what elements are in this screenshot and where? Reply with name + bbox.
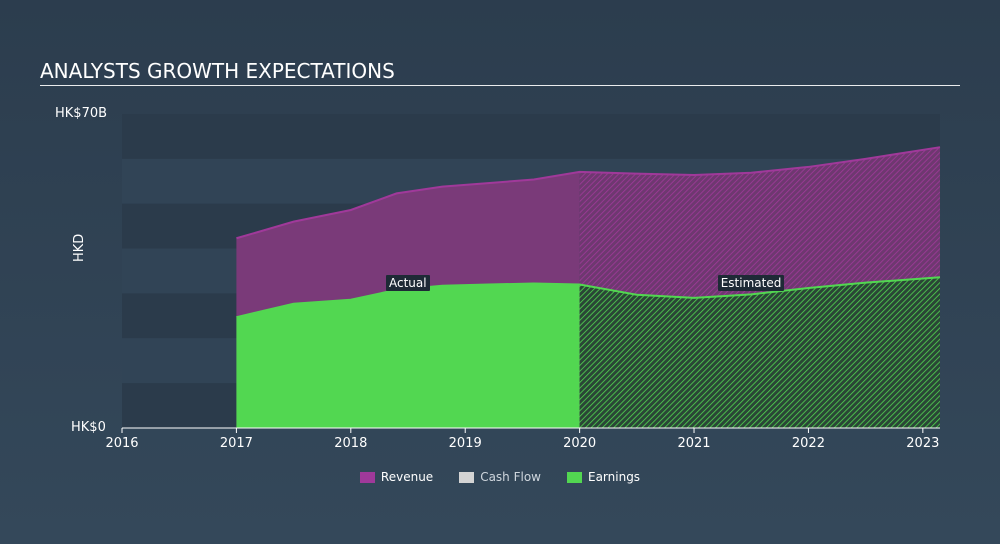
legend-label-earnings: Earnings [587, 470, 641, 484]
x-tick-label: 2017 [220, 436, 253, 451]
x-tick-label: 2019 [449, 436, 482, 451]
x-tick-label: 2022 [792, 436, 825, 451]
x-tick-label: 2021 [677, 436, 710, 451]
legend-item-earnings[interactable]: Earnings [566, 470, 641, 484]
revenue-line [236, 146, 941, 240]
grid-band [122, 114, 940, 159]
earnings-area-actual [236, 283, 580, 428]
estimated-period-label: Estimated [717, 275, 785, 292]
chart-legend: Revenue Cash Flow Earnings [0, 470, 1000, 484]
legend-swatch-revenue [359, 471, 375, 483]
chart-title: ANALYSTS GROWTH EXPECTATIONS [40, 59, 395, 83]
title-divider [40, 85, 960, 86]
legend-label-revenue: Revenue [380, 470, 434, 484]
x-tick-label: 2018 [334, 436, 367, 451]
x-tick-label: 2016 [105, 436, 138, 451]
actual-period-label: Actual [386, 275, 430, 292]
y-axis-max-label: HK$70B [55, 106, 108, 121]
legend-swatch-cash-flow [459, 471, 475, 483]
legend-item-revenue[interactable]: Revenue [359, 470, 434, 484]
y-axis-min-label: HK$0 [71, 420, 106, 435]
x-tick-label: 2020 [563, 436, 596, 451]
legend-swatch-earnings [566, 471, 582, 483]
x-tick-label: 2023 [906, 436, 939, 451]
earnings-line [236, 276, 941, 319]
legend-item-cash-flow[interactable]: Cash Flow [459, 470, 541, 484]
legend-label-cash-flow: Cash Flow [480, 470, 541, 484]
earnings-area-estimated [579, 277, 940, 428]
